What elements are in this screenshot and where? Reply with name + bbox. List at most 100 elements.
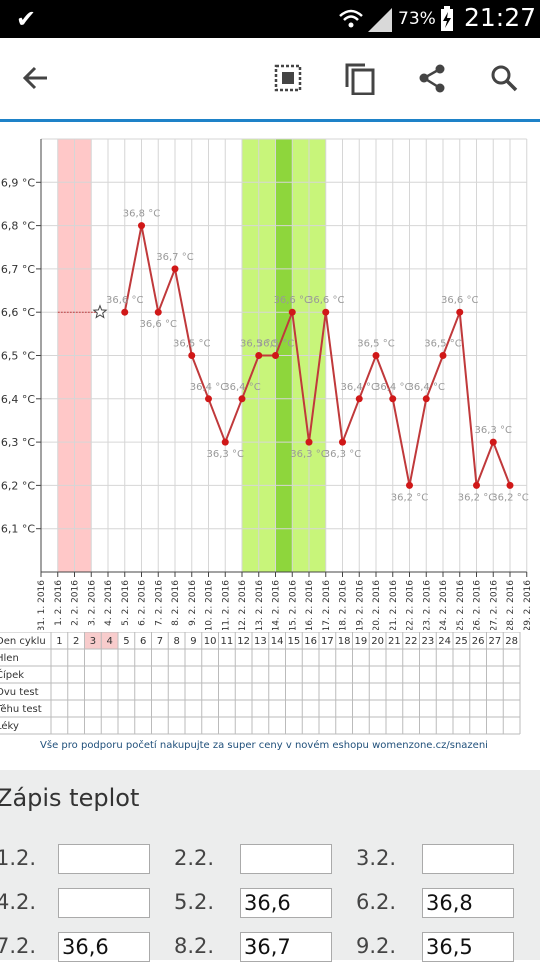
- table-day-number: 27: [489, 636, 502, 647]
- share-icon[interactable]: [412, 58, 452, 98]
- data-label: 36,8 °C: [123, 209, 160, 220]
- table-day-number: 25: [455, 636, 468, 647]
- copy-icon[interactable]: [340, 58, 380, 98]
- wifi-signal-icon: [339, 8, 392, 32]
- table-day-number: 2: [73, 636, 79, 647]
- x-tick-label: 27. 2. 2016: [489, 580, 499, 630]
- temperature-point: [339, 438, 346, 446]
- temperature-input[interactable]: 36,5: [422, 932, 514, 962]
- highlight-day-cell: [84, 632, 102, 649]
- table-day-number: 7: [157, 636, 163, 647]
- temperature-point: [238, 395, 246, 403]
- battery-percent: 73%: [398, 9, 436, 29]
- temperature-point: [456, 308, 464, 316]
- y-tick-label: 36,5 °C: [0, 350, 35, 363]
- table-day-number: 11: [221, 636, 234, 647]
- x-tick-label: 13. 2. 2016: [255, 580, 265, 630]
- temperature-input[interactable]: [58, 844, 150, 874]
- promo-link[interactable]: Vše pro podporu početí nakupujte za supe…: [40, 740, 488, 751]
- search-icon[interactable]: [484, 58, 524, 98]
- x-tick-label: 7. 2. 2016: [154, 580, 164, 626]
- table-day-number: 16: [304, 636, 317, 647]
- form-title: Zápis teplot: [0, 784, 140, 812]
- data-label: 36,7 °C: [156, 252, 193, 263]
- y-tick-label: 36,9 °C: [0, 176, 35, 189]
- temperature-input[interactable]: 36,8: [422, 888, 514, 918]
- data-label: 36,2 °C: [491, 492, 528, 503]
- x-tick-label: 22. 2. 2016: [406, 580, 416, 630]
- table-day-number: 24: [438, 636, 451, 647]
- temperature-input[interactable]: [58, 888, 150, 918]
- data-label: 36,6 °C: [106, 295, 143, 306]
- y-tick-label: 36,8 °C: [0, 220, 35, 233]
- data-label: 36,6 °C: [441, 295, 478, 306]
- x-tick-label: 23. 2. 2016: [422, 580, 432, 630]
- select-all-icon[interactable]: [268, 58, 308, 98]
- data-label: 36,3 °C: [324, 449, 361, 460]
- temperature-point: [489, 438, 497, 446]
- x-tick-label: 17. 2. 2016: [322, 580, 332, 630]
- battery-charging-icon: [441, 6, 453, 31]
- date-label: 1.2.: [0, 846, 37, 870]
- data-label: 36,2 °C: [458, 492, 495, 503]
- data-label: 36,5 °C: [257, 339, 294, 350]
- data-label: 36,5 °C: [424, 339, 461, 350]
- x-tick-label: 26. 2. 2016: [473, 580, 483, 630]
- table-day-number: 4: [106, 636, 112, 647]
- data-label: 36,4 °C: [374, 382, 411, 393]
- table-row-label: Těhu test: [0, 703, 42, 715]
- temperature-point: [272, 352, 279, 359]
- temperature-chart: 36,9 °C 36,8 °C 36,7 °C 36,6 °C 36,5 °C 36,4 …: [0, 138, 533, 630]
- temperature-point: [389, 395, 397, 403]
- table-day-number: 8: [173, 636, 179, 647]
- y-tick-label: 36,6 °C: [0, 306, 35, 319]
- data-label: 36,3 °C: [475, 425, 512, 436]
- temperature-input[interactable]: [240, 844, 332, 874]
- x-tick-label: 11. 2. 2016: [221, 580, 231, 630]
- temperature-point: [121, 308, 129, 316]
- x-tick-label: 5. 2. 2016: [121, 580, 131, 626]
- table-day-number: 19: [355, 636, 368, 647]
- x-tick-label: 20. 2. 2016: [372, 580, 382, 630]
- table-day-number: 10: [204, 636, 217, 647]
- x-tick-label: 18. 2. 2016: [339, 580, 349, 630]
- x-tick-label: 3. 2. 2016: [87, 580, 97, 626]
- table-day-number: 26: [472, 636, 485, 647]
- temperature-input[interactable]: [422, 844, 514, 874]
- table-row-label: Den cyklu: [0, 636, 46, 647]
- x-tick-label: 21. 2. 2016: [389, 580, 399, 630]
- table-row-label: Ovu test: [0, 687, 39, 698]
- y-tick-label: 36,1 °C: [0, 523, 35, 536]
- temperature-input[interactable]: 36,6: [240, 888, 332, 918]
- data-label: 36,4 °C: [341, 382, 378, 393]
- date-label: 9.2.: [356, 934, 397, 958]
- temperature-point: [439, 352, 447, 359]
- table-day-number: 18: [338, 636, 351, 647]
- x-tick-label: 15. 2. 2016: [288, 580, 298, 630]
- x-tick-label: 25. 2. 2016: [456, 580, 466, 630]
- temperature-point: [205, 395, 212, 403]
- temperature-input[interactable]: 36,7: [240, 932, 332, 962]
- data-label: 36,3 °C: [207, 449, 244, 460]
- table-day-number: 15: [288, 636, 301, 647]
- data-label: 36,6 °C: [140, 319, 177, 330]
- x-tick-label: 1. 2. 2016: [54, 580, 64, 626]
- table-row-label: Čípek: [0, 668, 24, 681]
- table-day-number: 5: [123, 636, 129, 647]
- temperature-point: [422, 395, 430, 403]
- x-tick-label: 24. 2. 2016: [439, 580, 449, 630]
- baseline-star-marker: [92, 304, 108, 319]
- temperature-point: [372, 352, 380, 359]
- x-tick-label: 4. 2. 2016: [104, 580, 114, 626]
- temperature-point: [221, 438, 229, 446]
- table-day-number: 3: [90, 636, 96, 647]
- table-day-number: 6: [140, 636, 146, 647]
- table-day-number: 23: [422, 636, 435, 647]
- y-tick-label: 36,4 °C: [0, 393, 35, 406]
- highlight-day-cell: [101, 632, 118, 649]
- status-bar: ✔ 73% 21:27: [0, 0, 540, 38]
- back-arrow-icon[interactable]: [16, 58, 56, 98]
- data-label: 36,5 °C: [240, 339, 277, 350]
- y-tick-label: 36,7 °C: [0, 263, 35, 276]
- temperature-input[interactable]: 36,6: [58, 932, 150, 962]
